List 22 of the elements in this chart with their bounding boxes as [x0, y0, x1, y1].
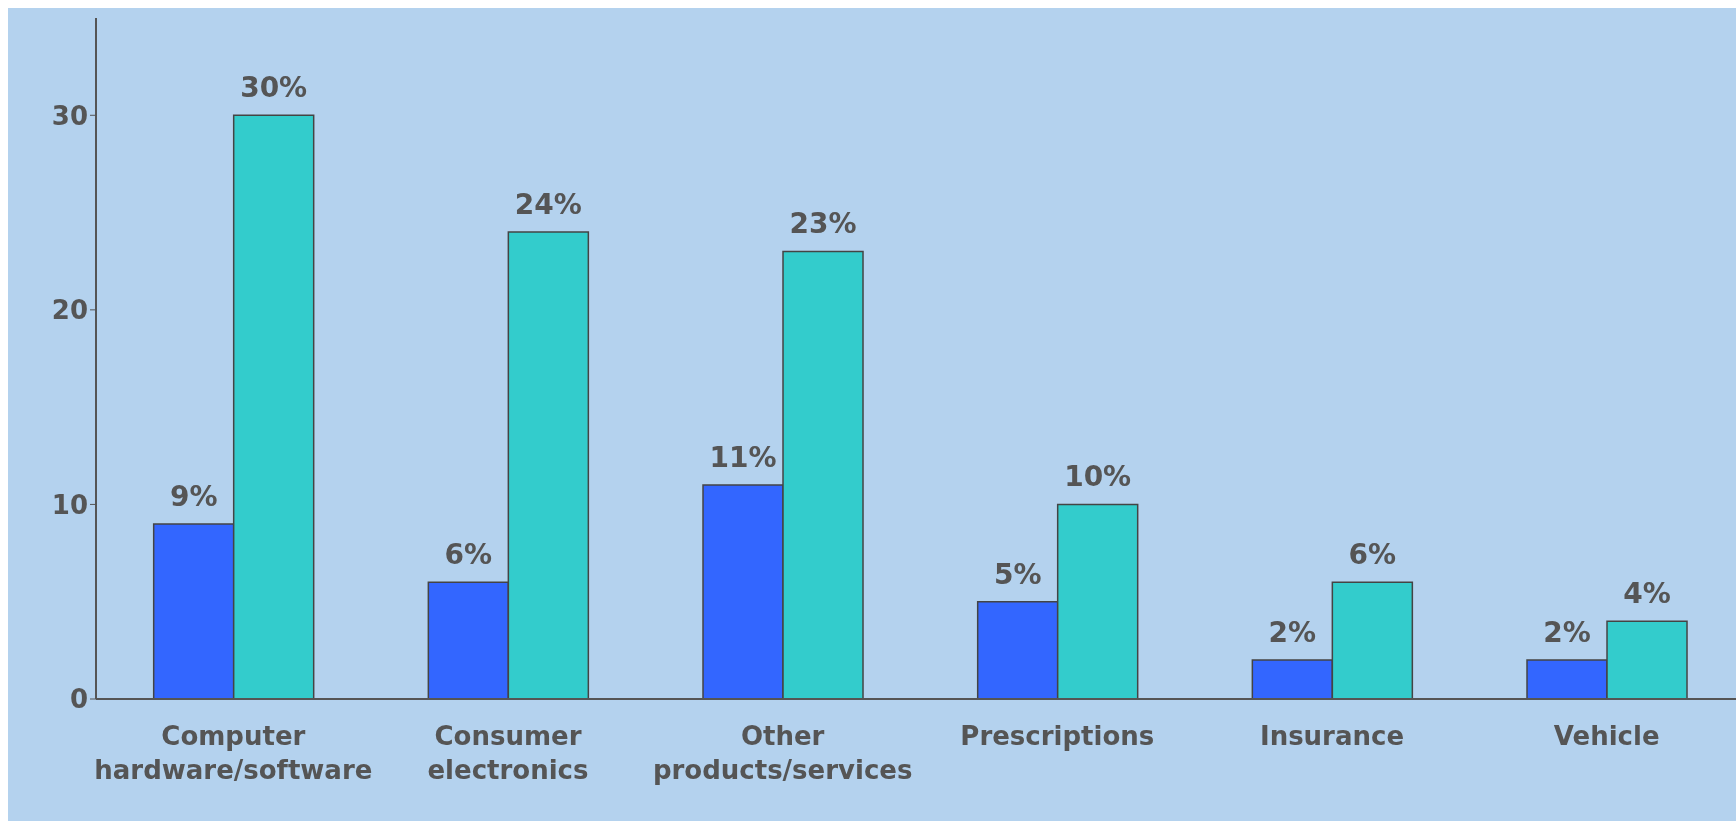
data-label: 2% — [1268, 616, 1317, 650]
data-label: 5% — [993, 557, 1042, 591]
x-tick-label: Prescriptions — [960, 721, 1155, 751]
x-tick-label: Computer hardware/software — [94, 721, 373, 785]
data-label: 9% — [169, 479, 218, 513]
data-label: 4% — [1623, 577, 1671, 611]
data-label: 6% — [444, 538, 493, 572]
data-label: 24% — [514, 188, 582, 222]
x-tick-label: Other products/services — [652, 721, 913, 785]
x-tick-label: Vehicle — [1553, 721, 1660, 751]
x-tick-label: Consumer electronics — [427, 721, 589, 785]
data-label: 23% — [789, 207, 857, 241]
data-label: 11% — [709, 440, 777, 474]
data-label: 10% — [1064, 460, 1132, 494]
y-tick-label: 30 — [51, 100, 88, 131]
y-tick-label: 20 — [51, 295, 88, 326]
y-tick-label: 0 — [69, 684, 88, 715]
data-label: 2% — [1543, 616, 1591, 650]
data-label: 30% — [240, 71, 308, 105]
x-tick-label: Insurance — [1259, 721, 1405, 751]
y-tick-label: 10 — [51, 489, 88, 520]
data-label: 6% — [1348, 538, 1397, 572]
